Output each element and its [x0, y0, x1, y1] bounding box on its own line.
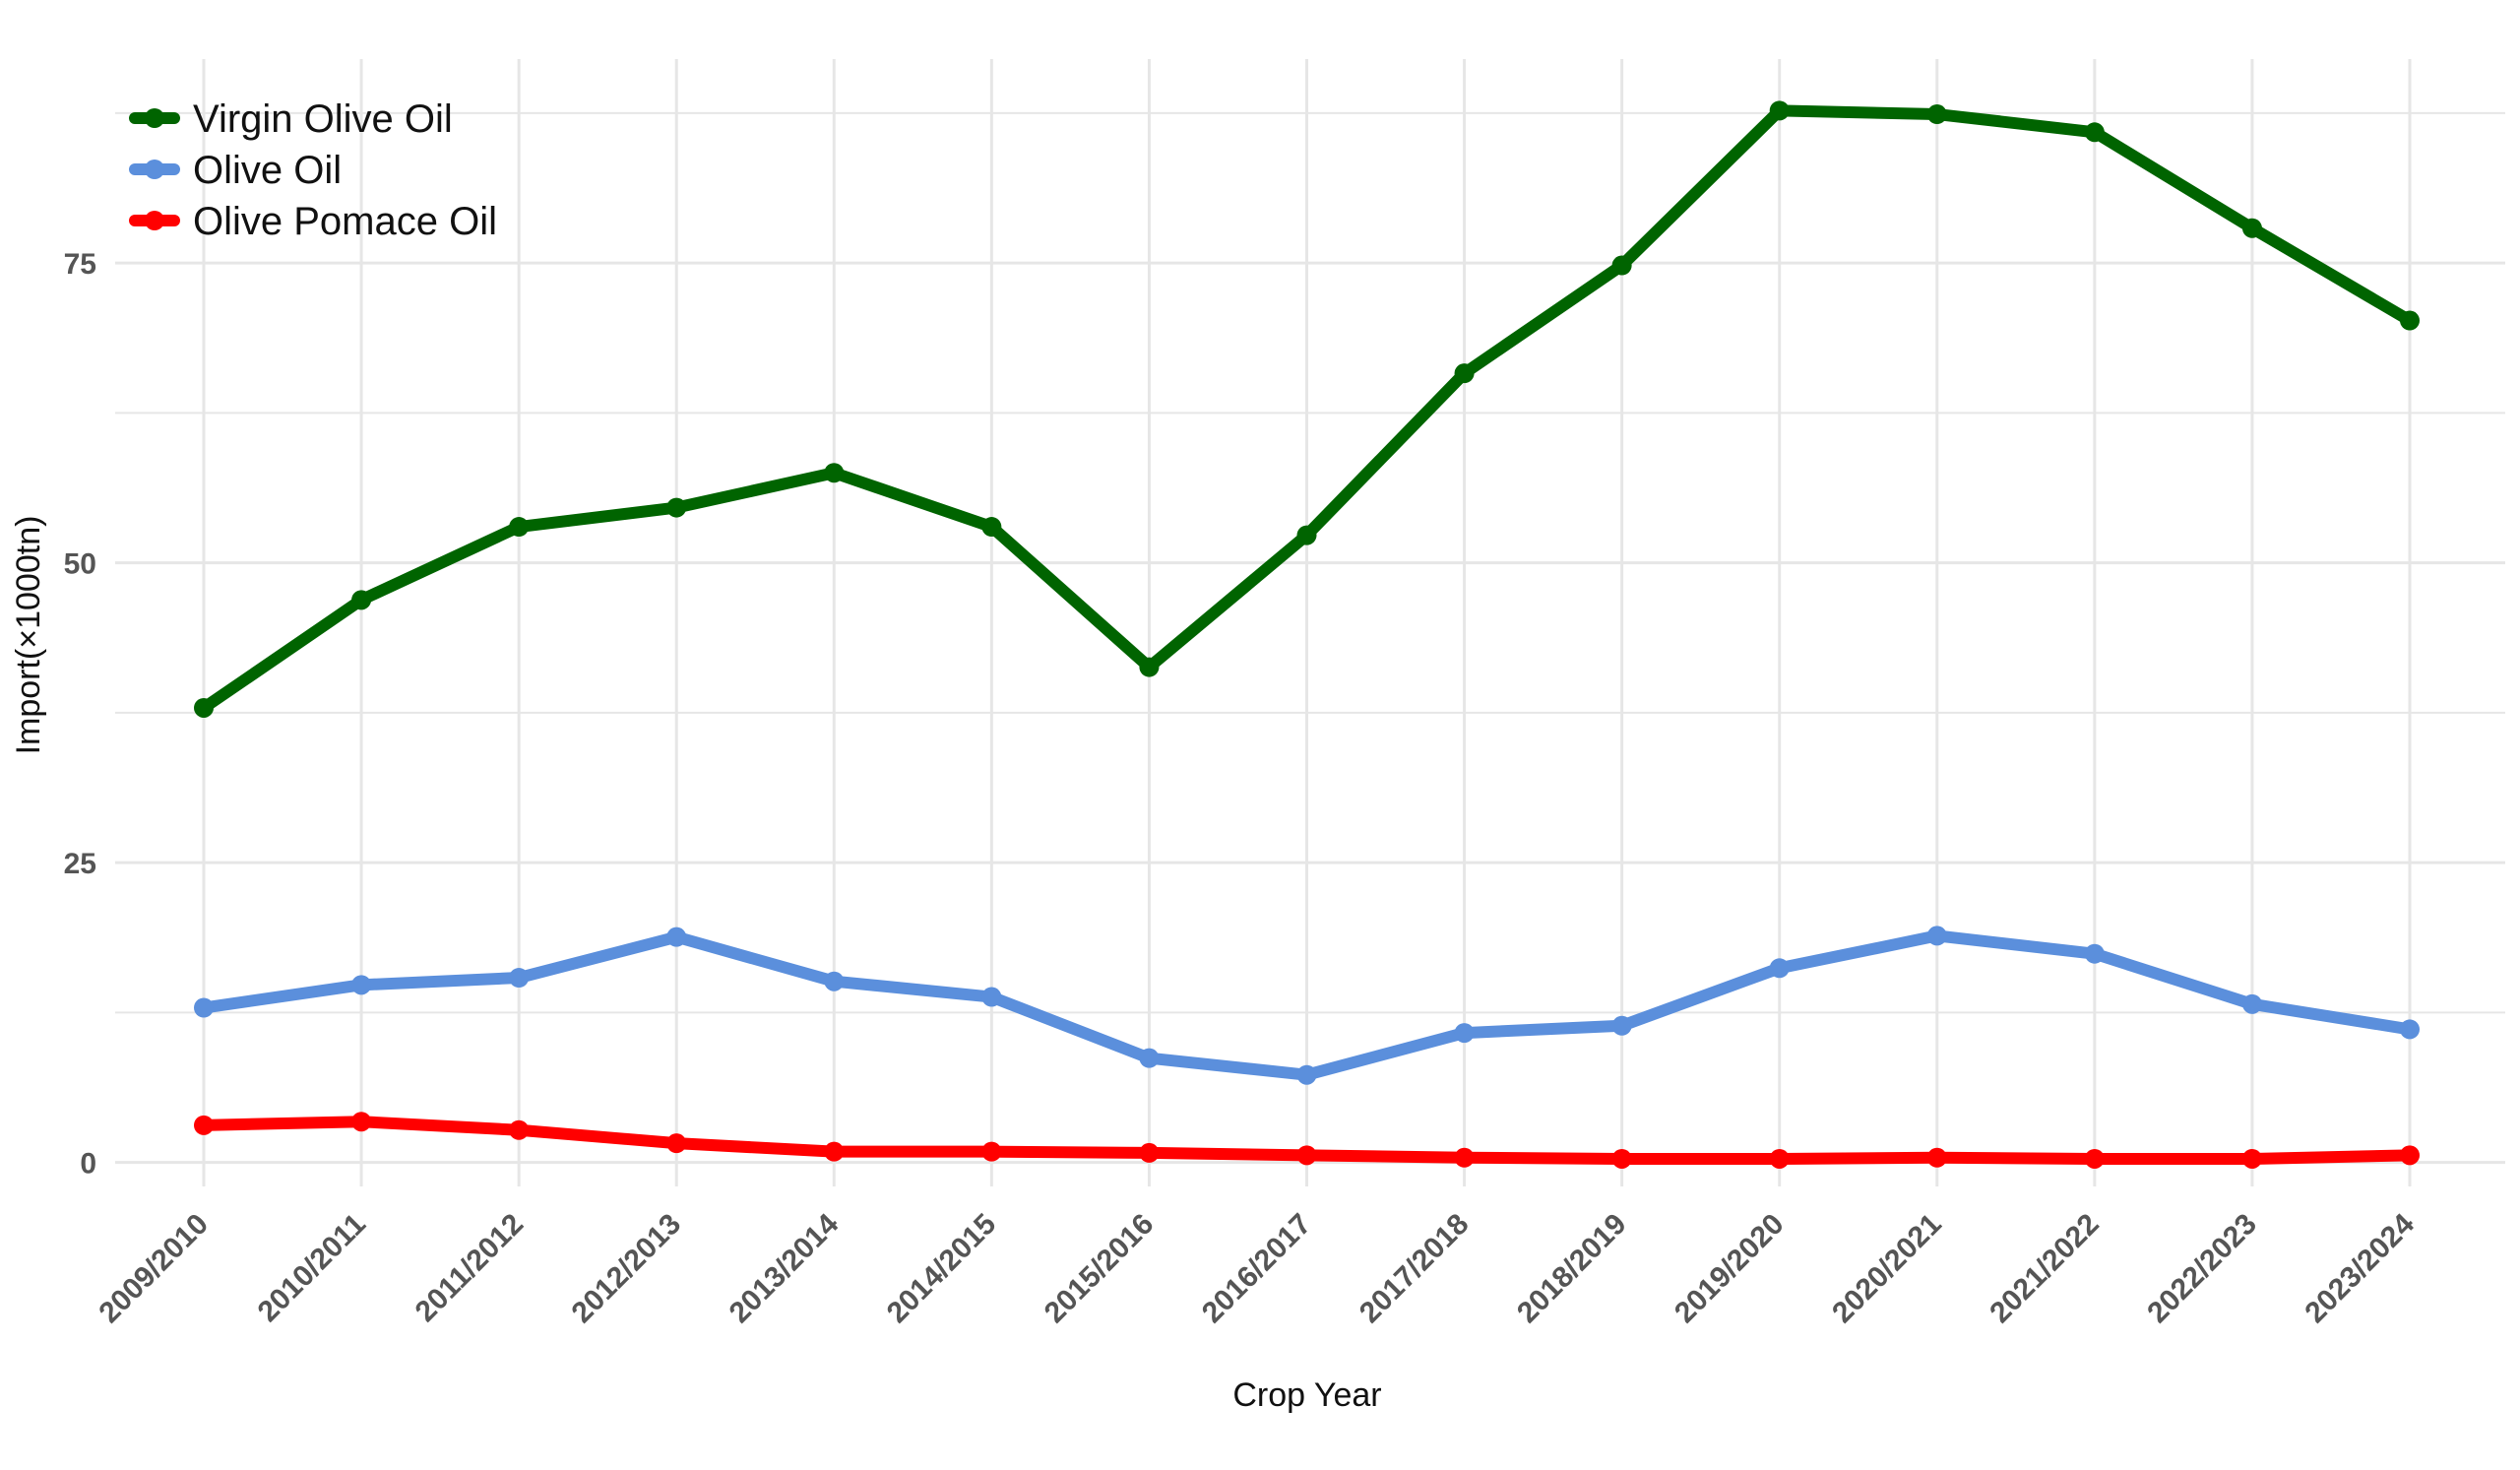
- axes: 0 25 50 75 2009/2010 2010/2011 2011/2012 2012/2…: [64, 248, 2422, 1329]
- data-point: [824, 463, 845, 483]
- y-tick-label: 25: [64, 848, 96, 880]
- x-tick-label: 2013/2014: [724, 1207, 846, 1329]
- data-point: [824, 1141, 845, 1162]
- x-tick-label: 2015/2016: [1039, 1208, 1161, 1330]
- data-point: [1611, 1015, 1632, 1036]
- data-point: [666, 497, 687, 518]
- data-point: [981, 1141, 1002, 1162]
- data-point: [509, 517, 530, 538]
- y-axis-title: Import(×1000tn): [10, 516, 47, 755]
- data-point: [824, 971, 845, 991]
- data-point: [1926, 1147, 1947, 1168]
- x-tick-label: 2010/2011: [252, 1208, 372, 1328]
- series: [194, 100, 2420, 1169]
- x-tick-label: 2023/2024: [2299, 1207, 2421, 1329]
- legend-label: Olive Oil: [193, 149, 342, 192]
- legend-marker: [145, 108, 164, 128]
- data-point: [1296, 1064, 1317, 1085]
- data-point: [509, 968, 530, 989]
- data-point: [981, 517, 1002, 538]
- legend-label: Virgin Olive Oil: [193, 97, 453, 141]
- y-tick-label: 50: [64, 548, 96, 581]
- x-tick-label: 2016/2017: [1196, 1208, 1318, 1330]
- x-tick-label: 2012/2013: [566, 1208, 688, 1330]
- data-point: [1611, 255, 1632, 276]
- data-point: [351, 590, 372, 610]
- data-point: [2084, 1148, 2105, 1169]
- y-tick-label: 75: [64, 248, 96, 281]
- data-point: [1139, 1142, 1160, 1163]
- data-point: [2084, 122, 2105, 143]
- x-tick-label: 2009/2010: [93, 1208, 215, 1330]
- data-point: [1454, 1147, 1475, 1168]
- data-point: [1611, 1148, 1632, 1169]
- data-point: [1454, 1023, 1475, 1044]
- data-point: [1926, 104, 1947, 125]
- data-point: [1926, 926, 1947, 946]
- y-tick-label: 0: [80, 1148, 96, 1181]
- data-point: [2241, 1148, 2262, 1169]
- data-point: [2400, 1019, 2420, 1040]
- x-tick-label: 2018/2019: [1511, 1208, 1633, 1330]
- x-tick-label: 2020/2021: [1826, 1208, 1948, 1330]
- x-tick-label: 2022/2023: [2141, 1208, 2263, 1330]
- data-point: [351, 975, 372, 995]
- legend-marker: [145, 211, 164, 230]
- data-point: [1296, 1145, 1317, 1166]
- x-axis-title: Crop Year: [1232, 1376, 1381, 1414]
- legend-label: Olive Pomace Oil: [193, 200, 497, 243]
- data-point: [1769, 1148, 1790, 1169]
- data-point: [1139, 1048, 1160, 1068]
- data-point: [2400, 1145, 2420, 1166]
- x-tick-label: 2019/2020: [1669, 1208, 1791, 1330]
- data-point: [194, 997, 214, 1018]
- data-point: [2084, 943, 2105, 964]
- data-point: [194, 697, 214, 718]
- data-point: [194, 1115, 214, 1135]
- data-point: [509, 1119, 530, 1140]
- data-point: [2241, 993, 2262, 1014]
- legend-marker: [145, 160, 164, 179]
- data-point: [2400, 310, 2420, 331]
- data-point: [1454, 363, 1475, 384]
- data-point: [2241, 218, 2262, 238]
- legend: Virgin Olive Oil Olive Oil Olive Pomace Oi…: [129, 97, 497, 243]
- x-tick-label: 2014/2015: [881, 1208, 1003, 1330]
- data-point: [981, 987, 1002, 1007]
- data-point: [351, 1112, 372, 1132]
- data-point: [1139, 657, 1160, 677]
- data-point: [1296, 525, 1317, 545]
- x-tick-label: 2011/2012: [410, 1208, 530, 1328]
- data-point: [1769, 100, 1790, 121]
- data-point: [666, 1133, 687, 1154]
- data-point: [666, 927, 687, 947]
- x-tick-label: 2021/2022: [1984, 1208, 2106, 1330]
- data-point: [1769, 958, 1790, 979]
- x-tick-label: 2017/2018: [1354, 1208, 1476, 1330]
